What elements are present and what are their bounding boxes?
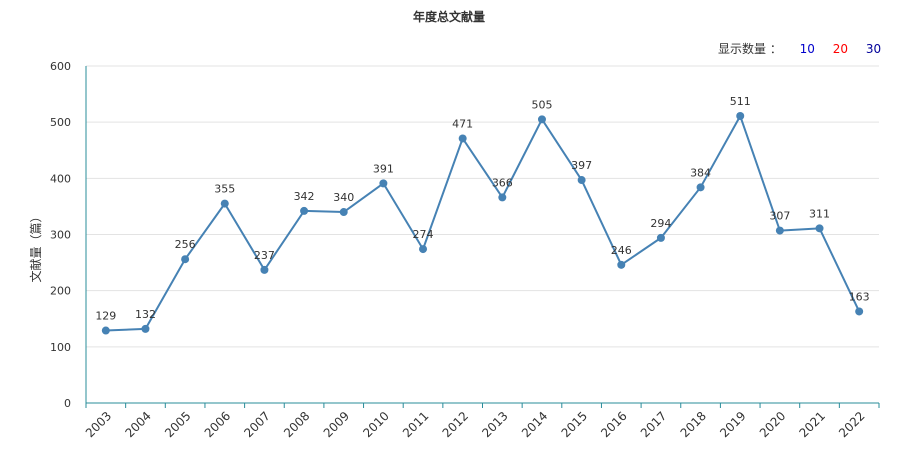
x-tick-label: 2010 [360,409,391,440]
x-tick-label: 2015 [559,409,590,440]
data-label: 294 [650,217,671,230]
y-tick-label: 400 [50,172,71,185]
data-point [379,179,388,188]
data-point [260,265,269,274]
y-tick-label: 100 [50,341,71,354]
data-label: 391 [373,162,394,175]
x-tick-label: 2011 [400,409,431,440]
data-label: 505 [531,98,552,111]
display-count-option-10[interactable]: 10 [799,42,815,56]
data-point [815,224,824,233]
display-count-control: 显示数量 ： 10 20 30 [718,40,881,57]
data-point [220,199,229,208]
data-point [458,134,467,143]
x-tick-label: 2005 [162,409,193,440]
x-tick-label: 2006 [202,409,233,440]
data-label: 132 [135,308,156,321]
x-tick-label: 2017 [638,409,669,440]
display-count-label: 显示数量 ： [718,42,782,56]
y-tick-label: 500 [50,116,71,129]
data-label: 274 [413,228,434,241]
data-label: 397 [571,159,592,172]
data-point [617,260,626,269]
data-point [537,115,546,124]
data-label: 355 [214,183,235,196]
data-point [339,208,348,217]
data-point [855,307,864,316]
data-label: 384 [690,166,711,179]
data-point [696,183,705,192]
x-tick-label: 2021 [797,409,828,440]
data-label: 340 [333,191,354,204]
data-label: 307 [769,210,790,223]
y-axis-label: 文献量（篇） [28,210,43,282]
data-point [498,193,507,202]
display-count-option-30[interactable]: 30 [865,42,882,56]
y-tick-label: 200 [50,285,71,298]
data-label: 366 [492,176,513,189]
data-point [300,206,309,215]
x-tick-label: 2008 [281,409,312,440]
y-tick-label: 300 [50,229,71,242]
x-tick-label: 2009 [321,409,352,440]
data-label: 246 [611,244,632,257]
data-label: 311 [809,207,830,220]
chart-title: 年度总文献量 [412,10,485,24]
x-tick-label: 2016 [598,409,629,440]
x-tick-label: 2018 [678,409,709,440]
data-point [419,245,428,254]
data-point [775,226,784,235]
x-tick-label: 2003 [83,409,114,440]
data-label: 471 [452,117,473,130]
y-tick-label: 0 [64,397,71,410]
data-point [181,255,190,264]
y-tick-label: 600 [50,60,71,73]
x-tick-label: 2020 [757,409,788,440]
display-count-option-20[interactable]: 20 [832,42,849,56]
x-tick-label: 2022 [836,409,867,440]
data-point [101,326,110,335]
x-tick-label: 2007 [241,409,272,440]
data-label: 163 [849,290,870,303]
x-tick-label: 2004 [122,409,153,440]
x-tick-label: 2012 [440,409,471,440]
data-label: 342 [294,190,315,203]
data-point [141,324,150,333]
x-tick-label: 2013 [479,409,510,440]
data-label: 511 [730,95,751,108]
x-tick-label: 2014 [519,409,550,440]
data-label: 129 [95,310,116,323]
data-label: 237 [254,249,275,262]
data-point [736,111,745,120]
x-tick-label: 2019 [717,409,748,440]
data-point [656,233,665,242]
data-label: 256 [175,238,196,251]
series-line [105,114,861,332]
data-point [577,176,586,185]
